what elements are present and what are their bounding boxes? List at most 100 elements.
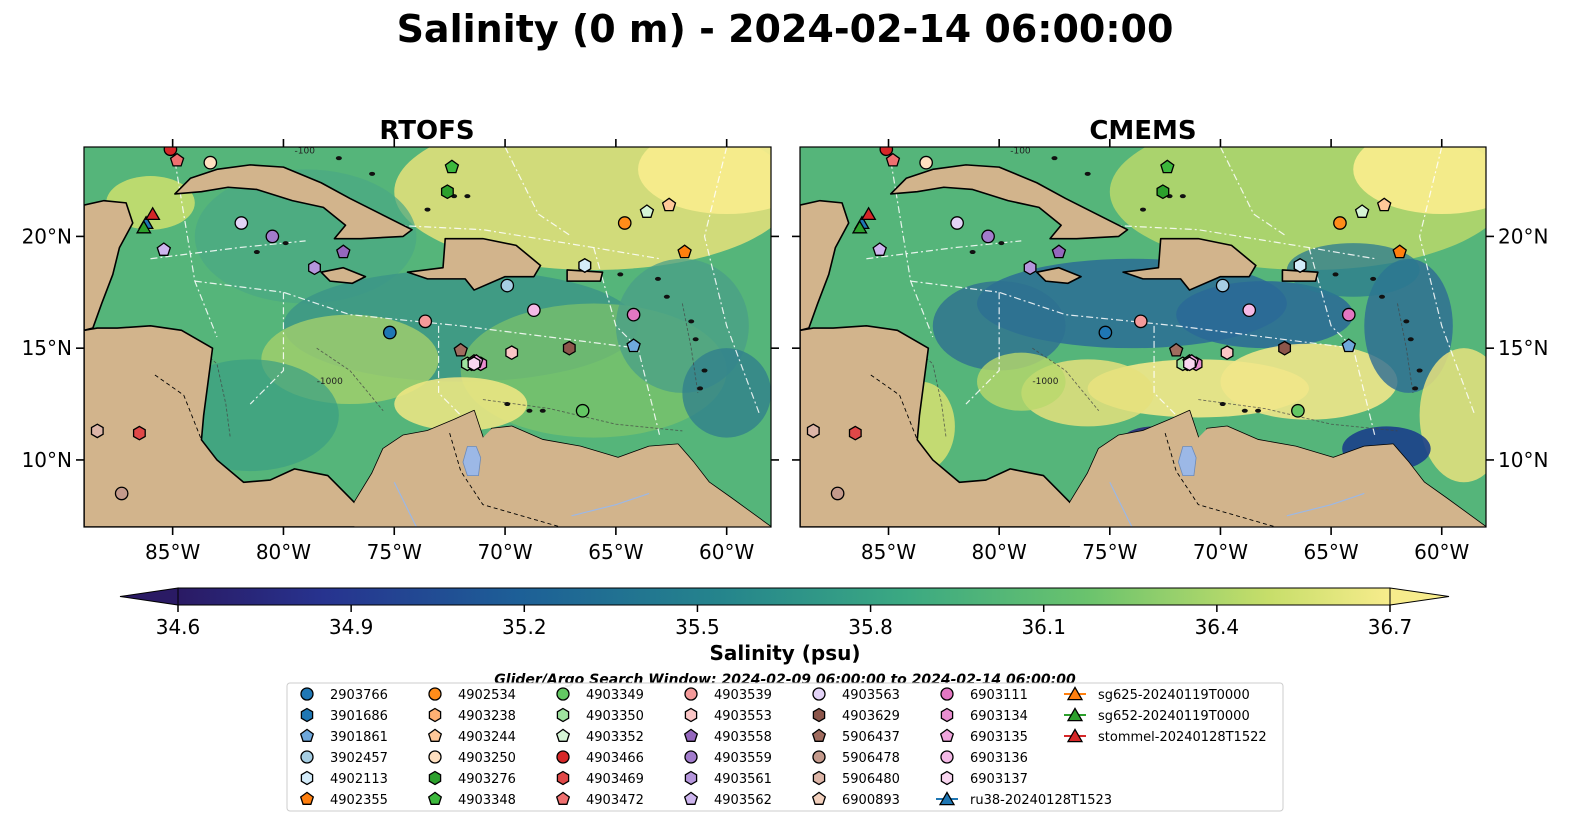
observation-4903348 xyxy=(1160,159,1175,174)
eez-boundary xyxy=(593,247,661,438)
small-island xyxy=(998,241,1005,246)
legend-item-6903134: 6903134 xyxy=(940,707,1028,724)
legend-marker xyxy=(428,750,442,764)
small-island xyxy=(1241,408,1248,413)
land-cuba xyxy=(174,164,413,240)
observation-sg652-20240119T0000 xyxy=(851,219,868,234)
small-island xyxy=(464,194,471,199)
land-jamaica xyxy=(320,266,367,285)
legend-label: 3901686 xyxy=(330,709,388,724)
observation-4903558 xyxy=(336,244,351,259)
legend-label: 4903244 xyxy=(458,730,516,745)
land-puertorico xyxy=(1281,269,1319,282)
small-island xyxy=(692,337,699,342)
small-island xyxy=(282,241,289,246)
observation-4903349 xyxy=(575,403,590,418)
legend-item-sg652-20240119T0000: sg652-20240119T0000 xyxy=(1064,707,1250,724)
legend-item-3901861: 3901861 xyxy=(299,728,388,745)
legend-marker xyxy=(812,750,826,764)
small-island xyxy=(1403,319,1410,324)
map-area: -1000 -100 xyxy=(84,147,771,527)
legend-label: sg652-20240119T0000 xyxy=(1098,709,1250,724)
lon-tick-label: 65°W xyxy=(588,540,643,564)
observation-4903466 xyxy=(163,147,178,157)
legend-label: 4902534 xyxy=(458,688,516,703)
legend-label: 4903238 xyxy=(458,709,516,724)
legend-marker xyxy=(684,770,698,786)
legend-marker xyxy=(556,750,570,764)
observation-sg652-20240119T0000 xyxy=(135,219,152,234)
legend-label: 6903111 xyxy=(970,688,1028,703)
legend-marker xyxy=(300,770,314,786)
legend-marker xyxy=(684,687,698,701)
legend-label: 4903629 xyxy=(842,709,900,724)
land-cuba xyxy=(889,164,1129,240)
observation-4903559 xyxy=(265,229,280,244)
legend-item-4903466: 4903466 xyxy=(556,750,644,766)
eez-boundary xyxy=(172,147,218,338)
bathymetry-contour xyxy=(1032,347,1100,412)
observation-5906478 xyxy=(830,486,845,501)
legend-label: 4903562 xyxy=(714,793,772,808)
observation-4903629 xyxy=(1278,340,1292,356)
colorbar-extend-min xyxy=(119,587,179,606)
legend-label: 4903349 xyxy=(586,688,644,703)
legend-frame xyxy=(286,682,1284,812)
colorbar-label: Salinity (psu) xyxy=(709,641,860,665)
salinity-feature xyxy=(1419,348,1486,483)
legend-item-4902534: 4902534 xyxy=(428,687,516,703)
legend-marker xyxy=(555,791,571,805)
observation-6903111 xyxy=(626,307,641,322)
contour-label: -100 xyxy=(1010,147,1031,157)
observation-3902457 xyxy=(500,278,515,293)
legend-label: sg625-20240119T0000 xyxy=(1098,688,1250,703)
lon-tick-label: 70°W xyxy=(1193,540,1248,564)
observation-4903558 xyxy=(1051,244,1067,259)
eez-boundary xyxy=(965,292,1000,405)
legend-label: 4903469 xyxy=(586,772,644,787)
observation-4903561 xyxy=(1023,260,1037,276)
eez-boundary xyxy=(504,147,572,237)
observation-4903629 xyxy=(562,340,576,356)
observation-4903563 xyxy=(234,216,249,230)
bathymetry-contour xyxy=(681,303,699,393)
lon-tick-label: 80°W xyxy=(972,540,1027,564)
small-island xyxy=(369,171,376,176)
country-border xyxy=(449,432,561,527)
colorbar-tick-label: 36.7 xyxy=(1368,615,1413,639)
colorbar-tick-label: 36.4 xyxy=(1195,615,1240,639)
legend-item-4903472: 4903472 xyxy=(555,791,644,808)
lake-maracaibo xyxy=(1177,446,1197,476)
observation-4903349 xyxy=(1291,403,1305,418)
eez-boundary xyxy=(1219,147,1288,237)
legend-marker xyxy=(684,707,698,723)
legend-item-4903539: 4903539 xyxy=(684,687,772,703)
small-island xyxy=(335,156,342,161)
legend: 2903766 3901686 3901861 3902457 4902113 49023… xyxy=(286,682,1284,812)
legend-item-4903352: 4903352 xyxy=(555,728,644,745)
legend-label: 4903539 xyxy=(714,688,772,703)
observation-4903472 xyxy=(169,152,185,167)
river xyxy=(393,482,417,527)
observation-5906478 xyxy=(114,486,129,501)
legend-item-4903561: 4903561 xyxy=(684,770,772,787)
legend-label: 4902113 xyxy=(330,772,388,787)
small-island xyxy=(969,250,976,255)
small-island xyxy=(1416,368,1423,373)
legend-label: 6903135 xyxy=(970,730,1028,745)
legend-item-6903136: 6903136 xyxy=(940,750,1028,766)
legend-item-ru38-20240128T1523: ru38-20240128T1523 xyxy=(936,791,1112,808)
legend-item-3901686: 3901686 xyxy=(300,707,388,724)
legend-marker xyxy=(683,791,699,805)
legend-label: ru38-20240128T1523 xyxy=(970,793,1112,808)
lon-tick-label: 85°W xyxy=(861,540,916,564)
observation-stommel-20240128T1522 xyxy=(860,206,877,221)
lon-tick-label: 80°W xyxy=(256,540,311,564)
observation-4903562 xyxy=(872,242,887,256)
observation-4903563 xyxy=(950,216,964,230)
eez-boundary xyxy=(910,280,1354,349)
legend-item-4903562: 4903562 xyxy=(683,791,772,808)
observation-4903539 xyxy=(418,314,433,329)
observation-5906437 xyxy=(453,342,468,357)
observation-5906480 xyxy=(90,423,104,439)
